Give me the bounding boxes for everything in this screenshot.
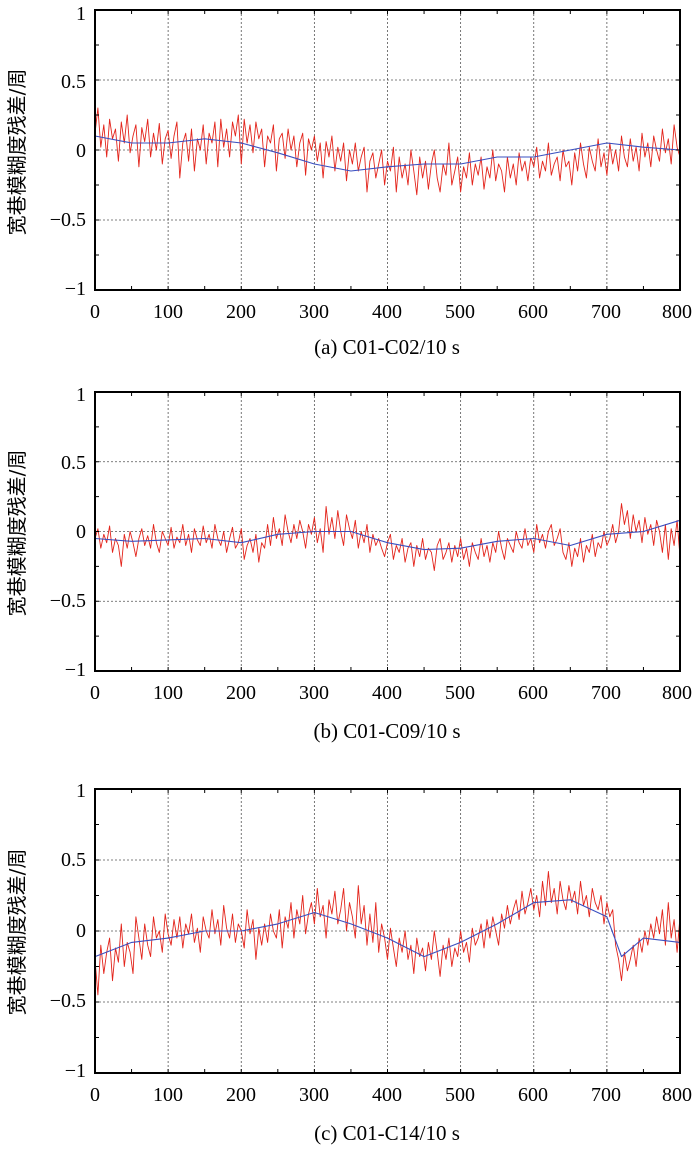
x-tick-label: 700 (591, 682, 621, 704)
y-tick-labels: 1 0.5 0 −0.5 −1 (50, 3, 86, 300)
x-tick-label: 0 (90, 301, 100, 323)
plot-area-b (94, 391, 681, 672)
x-tick-label: 0 (90, 682, 100, 704)
panel-b: 宽巷模糊度残差/周 1 0.5 0 −0.5 −1 0 100 200 300 … (5, 384, 692, 743)
y-tick-labels: 1 0.5 0 −0.5 −1 (50, 384, 86, 681)
y-tick-label: 0 (76, 140, 86, 162)
x-tick-label: 100 (153, 1084, 183, 1106)
y-tick-label: −0.5 (50, 209, 86, 231)
caption-c: (c) C01-C14/10 s (314, 1121, 460, 1145)
y-tick-label: 1 (76, 780, 86, 802)
y-tick-label: 1 (76, 384, 86, 406)
x-tick-label: 600 (518, 1084, 548, 1106)
x-tick-labels: 0 100 200 300 400 500 600 700 800 (90, 682, 692, 704)
y-axis-label: 宽巷模糊度残差/周 (5, 69, 29, 236)
y-tick-label: 0.5 (61, 452, 86, 474)
x-tick-label: 200 (226, 1084, 256, 1106)
plot-area-c (94, 788, 681, 1074)
x-tick-label: 300 (299, 1084, 329, 1106)
x-tick-label: 500 (445, 682, 475, 704)
x-tick-label: 400 (372, 301, 402, 323)
x-tick-labels: 0 100 200 300 400 500 600 700 800 (90, 1084, 692, 1106)
panel-a: 宽巷模糊度残差/周 1 0.5 0 −0.5 −1 0 100 200 300 … (5, 3, 692, 359)
smoothed-series-line (94, 135, 681, 172)
x-tick-label: 800 (662, 682, 692, 704)
caption-a: (a) C01-C02/10 s (314, 335, 460, 359)
x-tick-label: 700 (591, 301, 621, 323)
x-tick-label: 800 (662, 1084, 692, 1106)
y-tick-label: −1 (65, 1060, 86, 1082)
y-tick-label: −0.5 (50, 590, 86, 612)
smoothed-series-line (94, 519, 681, 551)
x-tick-label: 300 (299, 682, 329, 704)
y-axis-label: 宽巷模糊度残差/周 (5, 450, 29, 617)
y-axis-label: 宽巷模糊度残差/周 (5, 849, 29, 1016)
y-tick-labels: 1 0.5 0 −0.5 −1 (50, 780, 86, 1082)
x-tick-label: 100 (153, 301, 183, 323)
x-tick-label: 600 (518, 682, 548, 704)
residual-series-line (94, 107, 681, 196)
y-tick-label: 0.5 (61, 71, 86, 93)
x-tick-labels: 0 100 200 300 400 500 600 700 800 (90, 301, 692, 323)
x-tick-label: 500 (445, 1084, 475, 1106)
y-tick-label: −0.5 (50, 990, 86, 1012)
x-tick-label: 0 (90, 1084, 100, 1106)
x-tick-label: 200 (226, 682, 256, 704)
x-tick-label: 400 (372, 682, 402, 704)
residual-series-line (94, 870, 681, 996)
plot-area-a (94, 9, 681, 291)
x-tick-label: 700 (591, 1084, 621, 1106)
x-tick-label: 200 (226, 301, 256, 323)
x-tick-label: 500 (445, 301, 475, 323)
y-tick-label: −1 (65, 278, 86, 300)
y-tick-label: 0 (76, 521, 86, 543)
panel-c: 宽巷模糊度残差/周 1 0.5 0 −0.5 −1 0 100 200 300 … (5, 780, 692, 1145)
y-tick-label: 0.5 (61, 849, 86, 871)
x-tick-label: 100 (153, 682, 183, 704)
x-tick-label: 600 (518, 301, 548, 323)
y-tick-label: −1 (65, 659, 86, 681)
x-tick-label: 400 (372, 1084, 402, 1106)
x-tick-label: 300 (299, 301, 329, 323)
y-tick-label: 0 (76, 920, 86, 942)
caption-b: (b) C01-C09/10 s (314, 719, 461, 743)
y-tick-label: 1 (76, 3, 86, 25)
x-tick-label: 800 (662, 301, 692, 323)
smoothed-series-line (94, 899, 681, 958)
